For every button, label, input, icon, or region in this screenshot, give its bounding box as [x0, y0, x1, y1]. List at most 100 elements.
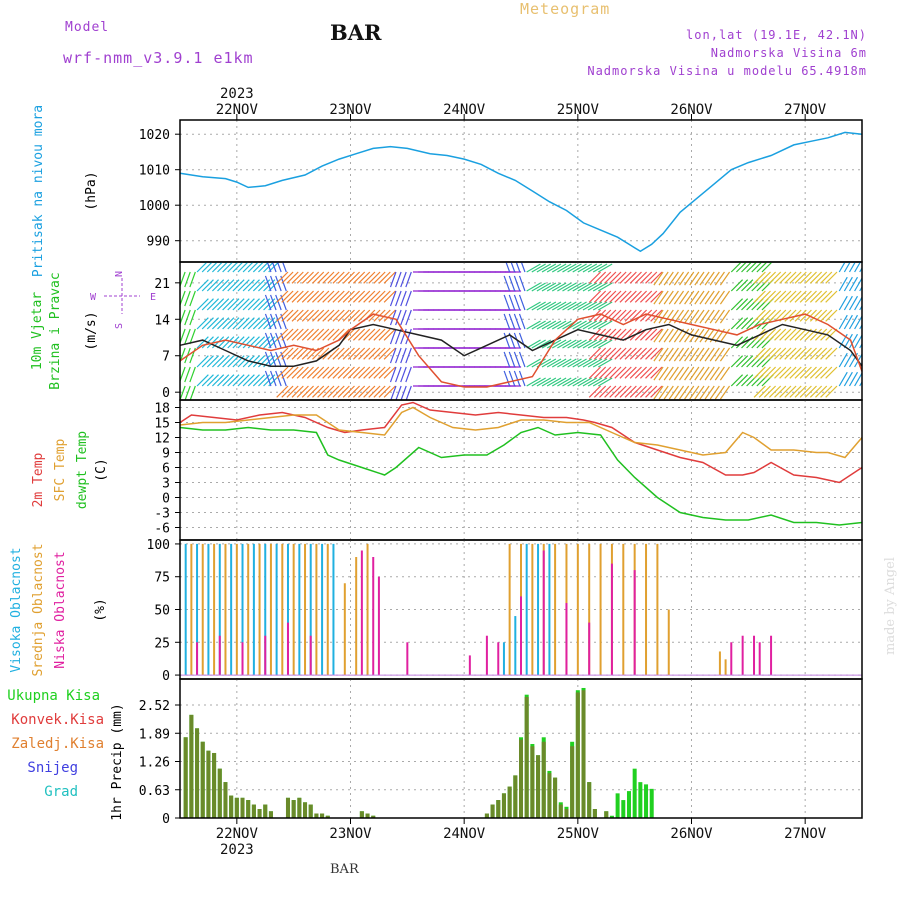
wind-arrow: [347, 347, 361, 360]
wind-arrow: [678, 290, 690, 305]
wind-arrow: [592, 339, 608, 349]
wind-arrow: [779, 290, 792, 303]
wind-arrow: [789, 347, 802, 360]
wind-arrow: [363, 328, 376, 341]
wind-arrow: [629, 385, 642, 398]
wind-arrow: [332, 290, 345, 303]
wind-arrow: [663, 347, 674, 362]
wind-arrow: [332, 385, 345, 398]
wind-arrow: [784, 347, 797, 360]
wind-arrow: [784, 366, 797, 379]
precip-total-bar: [638, 782, 643, 818]
wind-arrow: [286, 347, 299, 360]
wind-arrow: [684, 290, 695, 305]
precip-convective-bar: [587, 782, 592, 818]
wind-arrow: [577, 263, 592, 273]
wind-arrow: [668, 385, 679, 400]
wind-arrow: [614, 290, 627, 303]
compass-north: N: [114, 271, 125, 277]
wind-arrow: [518, 313, 526, 330]
wind-arrow: [232, 355, 245, 368]
wind-arrow: [774, 347, 787, 360]
wind-arrow: [312, 309, 325, 322]
precip-convective-bar: [592, 809, 597, 818]
pressure-y-tick-label: 1020: [139, 128, 170, 143]
day-label-top: 25NOV: [557, 102, 600, 118]
wind-arrow: [634, 271, 648, 284]
precip-convective-bar: [558, 804, 563, 818]
wind-arrow: [184, 366, 191, 383]
temperature-y-tick-label: 12: [154, 432, 170, 447]
year-label-top: 2023: [220, 86, 254, 102]
cloud-high-ylabel: Visoka Oblacnost: [9, 547, 24, 672]
temp2m-ylabel: 2m Temp: [31, 452, 46, 507]
wind-arrow: [634, 366, 648, 379]
temp2m-line: [179, 401, 863, 484]
wind-arrow: [242, 336, 255, 349]
compass-west: W: [90, 292, 97, 303]
wind-arrow: [799, 290, 812, 303]
wind-arrow: [730, 298, 744, 311]
wind-arrow: [663, 271, 674, 286]
precip-convective-bar: [536, 755, 541, 818]
wind-arrow: [820, 366, 833, 379]
wind-arrow: [774, 328, 787, 341]
wind-arrow: [551, 377, 567, 387]
wind-arrow: [604, 290, 617, 303]
wind-arrow: [227, 298, 240, 311]
wind-arrow: [405, 290, 412, 307]
wind-arrow: [557, 301, 572, 311]
wind-arrow: [614, 309, 627, 322]
wind-arrow: [180, 386, 181, 388]
pressure-ylabel: Pritisak na nivou mora: [31, 105, 46, 277]
wind-arrow: [663, 290, 674, 305]
precip-y-tick-label: 0.63: [139, 784, 170, 799]
wind-arrow: [604, 385, 617, 398]
wind-arrow: [526, 301, 541, 311]
wind-arrow: [546, 282, 562, 292]
precip-y-tick-label: 0: [162, 812, 170, 827]
wind-arrow: [322, 309, 335, 322]
wind-arrow: [774, 309, 787, 322]
wind-arrow: [395, 366, 402, 383]
wind-arrow: [689, 271, 700, 286]
wind-arrow: [531, 339, 546, 349]
wind-arrow: [815, 290, 828, 303]
wind-arrow: [735, 298, 749, 311]
wind-arrow: [592, 358, 608, 368]
wind-arrow: [838, 371, 848, 387]
wind-arrow: [551, 358, 567, 368]
wind-arrow: [678, 385, 690, 400]
wind-arrow: [211, 279, 225, 292]
wind-arrow: [848, 314, 859, 330]
wind-arrow: [699, 328, 710, 343]
precip-convective-bar: [581, 690, 586, 818]
compass-east: E: [150, 292, 156, 303]
wind-arrow: [395, 347, 402, 364]
wind-arrow: [531, 263, 546, 273]
wind-arrow: [848, 276, 859, 292]
precip-convective-bar: [365, 813, 370, 818]
wind-arrow: [609, 347, 622, 360]
wind-arrow: [252, 355, 266, 368]
wind-arrow: [296, 366, 309, 379]
wind-arrow: [758, 385, 771, 398]
wind-arrow: [503, 275, 511, 292]
wind-arrow: [699, 290, 710, 305]
wind-arrow: [352, 366, 366, 379]
wind-arrow: [551, 301, 567, 311]
wind-arrow: [614, 366, 627, 379]
wind-arrow: [619, 347, 632, 360]
wind-arrow: [227, 355, 240, 368]
wind-arrow: [337, 309, 350, 322]
wind-arrow: [378, 328, 391, 341]
wind-arrow: [809, 271, 823, 284]
wind-arrow: [694, 385, 705, 400]
wind-arrow: [709, 385, 720, 400]
wind-arrow: [582, 301, 598, 311]
wind-arrow: [503, 294, 511, 311]
cloud-y-tick-label: 75: [154, 571, 170, 586]
wind-arrow: [709, 290, 720, 305]
wind-arrow: [825, 385, 838, 398]
wind-arrow: [629, 309, 642, 322]
